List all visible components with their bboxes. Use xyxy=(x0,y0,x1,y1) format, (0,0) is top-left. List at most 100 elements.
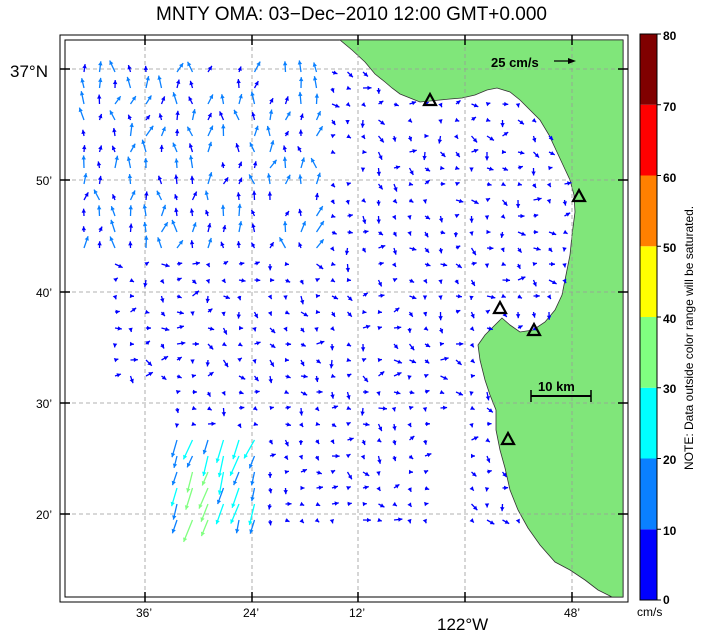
velocity-vector xyxy=(110,219,116,233)
velocity-vector xyxy=(183,519,194,543)
velocity-vector xyxy=(160,204,167,217)
velocity-vector xyxy=(471,148,479,154)
velocity-vector xyxy=(362,501,367,507)
velocity-vector xyxy=(471,503,478,511)
velocity-vector xyxy=(299,279,304,285)
velocity-vector xyxy=(501,293,506,298)
velocity-vector xyxy=(486,421,492,427)
velocity-vector xyxy=(330,326,335,332)
velocity-vector xyxy=(486,469,492,474)
velocity-vector xyxy=(128,327,133,333)
velocity-vector xyxy=(331,103,340,108)
velocity-vector xyxy=(252,406,258,411)
velocity-vector xyxy=(145,75,150,89)
colorbar-tick: 40 xyxy=(663,312,677,326)
velocity-vector xyxy=(299,422,304,428)
velocity-vector xyxy=(223,294,231,300)
velocity-vector xyxy=(157,175,163,185)
velocity-vector xyxy=(422,278,428,284)
velocity-vector xyxy=(83,236,89,249)
velocity-vector xyxy=(174,158,179,169)
velocity-vector xyxy=(423,326,429,331)
velocity-vector xyxy=(500,247,505,253)
colorbar-segment xyxy=(640,458,657,530)
velocity-vector xyxy=(391,407,397,412)
velocity-vector xyxy=(284,174,291,185)
velocity-vector xyxy=(393,517,403,522)
velocity-vector xyxy=(315,439,320,445)
lon-label-12: 12’ xyxy=(349,606,365,620)
velocity-vector xyxy=(486,182,492,187)
velocity-vector xyxy=(515,103,521,108)
colorbar-tick: 20 xyxy=(663,453,677,467)
velocity-vector xyxy=(376,486,381,492)
velocity-vector xyxy=(298,174,303,185)
velocity-vector xyxy=(145,371,154,377)
velocity-vector xyxy=(253,80,259,89)
colorbar-tick: 0 xyxy=(663,593,670,607)
lat-label-50: 50’ xyxy=(36,174,52,188)
velocity-vector xyxy=(407,422,412,428)
reference-vector-label: 25 cm/s xyxy=(491,55,539,70)
velocity-vector xyxy=(300,157,306,169)
velocity-vector xyxy=(346,391,351,400)
velocity-vector xyxy=(563,229,568,235)
velocity-vector xyxy=(174,207,179,217)
velocity-vector xyxy=(269,327,276,334)
colorbar-segment xyxy=(640,34,657,105)
velocity-vector xyxy=(300,468,308,474)
velocity-vector xyxy=(109,60,116,73)
velocity-vector xyxy=(171,471,178,486)
velocity-vector xyxy=(191,109,197,121)
velocity-vector xyxy=(98,226,103,233)
velocity-vector xyxy=(300,311,309,317)
velocity-vector xyxy=(546,311,552,320)
velocity-vector xyxy=(455,294,463,299)
land-mass xyxy=(339,40,623,597)
velocity-vector xyxy=(362,485,369,490)
velocity-vector xyxy=(564,212,571,217)
velocity-vector xyxy=(221,162,226,169)
velocity-vector xyxy=(236,192,241,201)
velocity-vector xyxy=(378,406,388,411)
velocity-vector xyxy=(484,263,490,268)
velocity-vector xyxy=(114,263,123,269)
velocity-vector xyxy=(517,165,524,170)
scale-bar-label: 10 km xyxy=(538,379,575,394)
velocity-vector xyxy=(300,220,307,233)
velocity-vector xyxy=(378,230,384,236)
velocity-vector xyxy=(300,391,308,396)
velocity-vector xyxy=(315,172,321,185)
velocity-vector xyxy=(316,485,324,490)
velocity-vector xyxy=(330,182,336,188)
velocity-vector xyxy=(548,231,557,236)
velocity-vector xyxy=(469,231,474,236)
velocity-vector xyxy=(546,294,552,300)
velocity-vector xyxy=(360,119,365,128)
velocity-vector xyxy=(346,405,352,410)
velocity-vector xyxy=(378,370,385,377)
velocity-vector xyxy=(331,311,336,318)
velocity-vector xyxy=(345,119,350,125)
lon-label-36: 36’ xyxy=(136,606,152,620)
velocity-vector xyxy=(455,245,461,250)
velocity-vector xyxy=(267,294,273,300)
velocity-vector xyxy=(267,311,273,316)
velocity-vector xyxy=(176,277,182,282)
velocity-vector xyxy=(174,174,179,185)
velocity-vector xyxy=(440,356,449,362)
velocity-vector xyxy=(376,391,381,396)
velocity-vector xyxy=(98,61,103,73)
velocity-vector xyxy=(531,311,537,318)
velocity-vector xyxy=(547,247,553,253)
velocity-vector xyxy=(205,278,210,284)
velocity-vector xyxy=(267,471,273,478)
velocity-vector xyxy=(129,341,135,347)
velocity-vector xyxy=(235,519,240,534)
velocity-vector xyxy=(392,231,397,237)
velocity-vector xyxy=(316,340,325,345)
velocity-vector xyxy=(217,471,225,495)
velocity-vector xyxy=(531,117,537,123)
velocity-vector xyxy=(269,97,274,105)
velocity-vector xyxy=(200,519,209,537)
